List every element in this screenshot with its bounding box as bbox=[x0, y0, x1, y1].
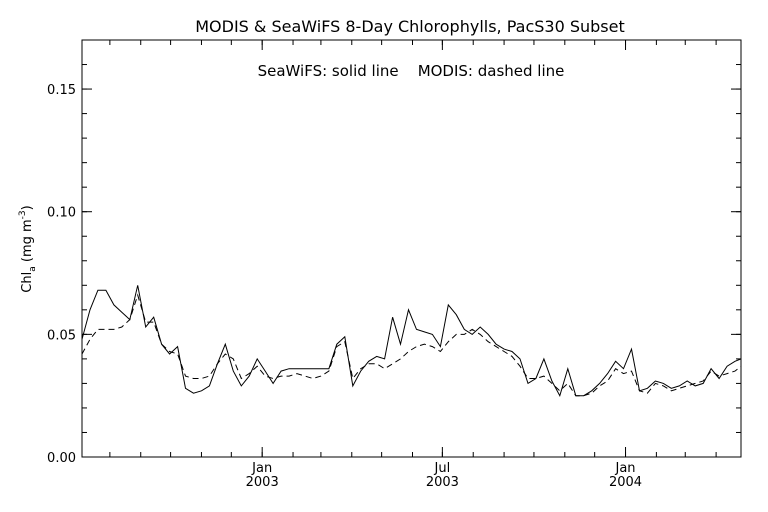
x-tick-label-month: Jan bbox=[615, 461, 636, 476]
legend-text: SeaWiFS: solid line MODIS: dashed line bbox=[258, 62, 565, 80]
y-tick-label: 0.10 bbox=[47, 206, 76, 221]
chart-title: MODIS & SeaWiFS 8-Day Chlorophylls, PacS… bbox=[195, 17, 625, 36]
x-tick-label-year: 2003 bbox=[246, 475, 279, 490]
y-tick-label: 0.15 bbox=[47, 83, 76, 98]
x-tick-label-year: 2003 bbox=[426, 475, 459, 490]
x-tick-label-month: Jan bbox=[251, 461, 272, 476]
x-tick-label-year: 2004 bbox=[609, 475, 642, 490]
y-axis-label: Chla (mg m-3) bbox=[18, 205, 38, 292]
x-tick-label-month: Jul bbox=[434, 461, 451, 476]
y-tick-label: 0.00 bbox=[47, 451, 76, 466]
plot-frame bbox=[81, 39, 742, 458]
series-line-seawifs bbox=[81, 285, 742, 398]
series-layer bbox=[81, 285, 742, 398]
y-tick-label: 0.05 bbox=[47, 328, 76, 343]
series-line-modis bbox=[81, 293, 742, 397]
